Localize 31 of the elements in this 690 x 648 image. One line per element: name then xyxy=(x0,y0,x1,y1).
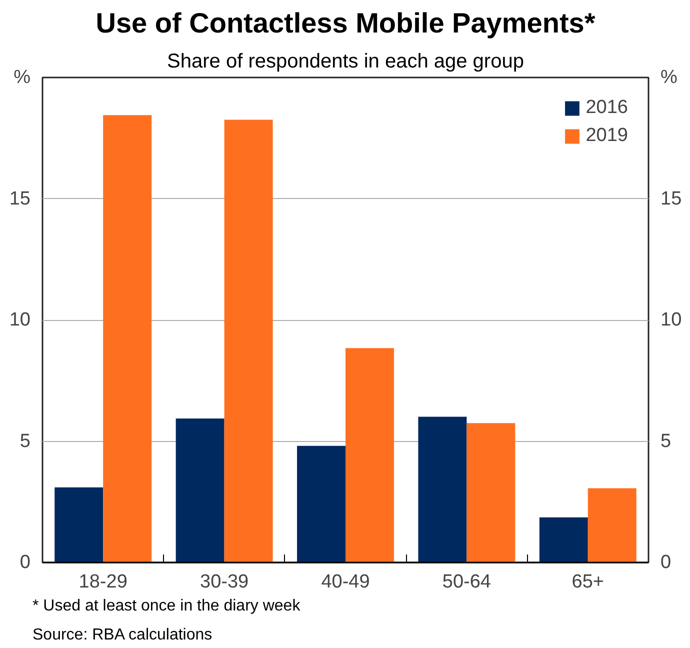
text: * Used at least once in the diary week xyxy=(32,598,302,614)
x-tick-label: 50-64 xyxy=(442,572,492,592)
bar xyxy=(588,488,636,562)
legend-label: 2019 xyxy=(586,125,628,147)
x-tick-label: 40-49 xyxy=(321,572,370,592)
legend-label: 2016 xyxy=(586,97,628,119)
source-note: Source: RBA calculations xyxy=(32,626,212,644)
y2-tick-label: 15 xyxy=(660,188,682,210)
bar xyxy=(224,120,273,562)
y-tick-label: 5 xyxy=(20,430,31,452)
bar xyxy=(54,487,104,562)
y2-tick-label: 0 xyxy=(660,552,672,573)
y2-tick-label: 10 xyxy=(660,310,682,330)
bar xyxy=(297,446,346,562)
chart-subtitle: Share of respondents in each age group xyxy=(167,50,524,72)
bar xyxy=(466,423,516,562)
y-tick-label: 15 xyxy=(9,188,31,210)
bar xyxy=(539,517,588,562)
x-tick-label: 30-39 xyxy=(200,572,249,592)
x-tick-label: 18-29 xyxy=(78,572,128,592)
x-tick-label: 65+ xyxy=(572,572,604,592)
bar xyxy=(103,115,152,562)
bar xyxy=(418,416,467,562)
y2-tick-label: 5 xyxy=(660,430,672,452)
bar xyxy=(176,418,224,562)
y-tick-label: 10 xyxy=(9,310,31,330)
y-axis-title: % xyxy=(14,67,31,88)
y2-axis-title: % xyxy=(660,67,678,88)
y-tick-label: 0 xyxy=(20,552,31,573)
bar xyxy=(346,348,394,562)
chart-title: Use of Contactless Mobile Payments* xyxy=(96,8,596,38)
